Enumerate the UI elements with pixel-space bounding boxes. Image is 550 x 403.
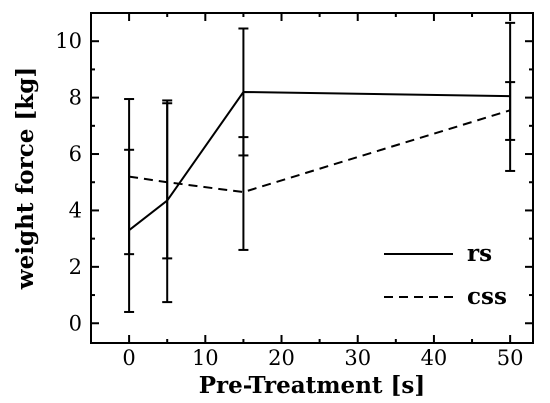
x-tick-label: 10	[192, 346, 219, 370]
y-tick-label: 2	[69, 255, 82, 279]
plot-area-frame	[90, 12, 534, 344]
y-tick-label: 10	[55, 29, 82, 53]
y-tick-label: 6	[69, 142, 82, 166]
series-layer	[124, 21, 516, 313]
legend-label-rs: rs	[467, 240, 492, 267]
legend-label-css: css	[467, 283, 507, 310]
x-tick-label: 40	[421, 346, 448, 370]
y-axis-title: weight force [kg]	[12, 67, 39, 290]
legend: rs css	[384, 240, 507, 310]
x-tick-label: 30	[344, 346, 371, 370]
series-line-rs	[128, 90, 511, 231]
y-axis-ticks: 0 2 4 6 8 10	[55, 29, 533, 335]
series-line-css	[128, 109, 511, 194]
x-axis-title: Pre-Treatment [s]	[199, 372, 426, 399]
y-tick-label: 4	[69, 198, 82, 222]
x-tick-label: 20	[268, 346, 295, 370]
x-tick-label: 50	[497, 346, 524, 370]
x-axis-ticks: 0 10 20 30 40 50	[90, 13, 524, 370]
x-tick-label: 0	[122, 346, 135, 370]
y-tick-label: 8	[69, 86, 82, 110]
y-tick-label: 0	[69, 311, 82, 335]
